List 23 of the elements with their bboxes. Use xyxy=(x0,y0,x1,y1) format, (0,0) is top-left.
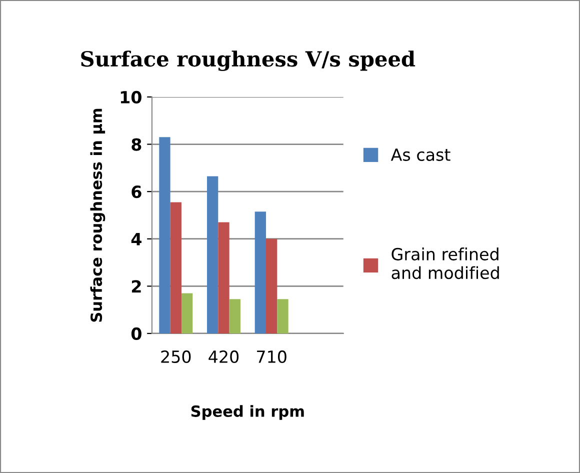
bar xyxy=(159,137,170,334)
bar xyxy=(266,238,278,334)
x-axis-title: Speed in rpm xyxy=(191,405,304,420)
bar xyxy=(170,202,182,334)
y-tick-label: 2 xyxy=(132,280,141,292)
bar xyxy=(254,212,266,334)
legend-label: As cast xyxy=(390,148,450,161)
y-tick-label: 10 xyxy=(120,90,142,104)
y-tick-label: 4 xyxy=(131,233,142,246)
x-tick-label: 250 xyxy=(161,350,191,364)
y-tick-label: 6 xyxy=(132,186,142,198)
bar xyxy=(206,176,218,334)
bar xyxy=(229,299,240,334)
chart-title: Surface roughness V/s speed xyxy=(81,50,416,72)
y-axis-title: Surface roughness in µm xyxy=(90,108,106,322)
bar xyxy=(277,299,288,334)
bar xyxy=(181,293,193,334)
y-tick-label: 0 xyxy=(131,327,142,340)
x-tick-label: 710 xyxy=(257,350,286,364)
bar xyxy=(218,222,230,334)
legend-label: Grain refined and modified xyxy=(392,248,499,280)
y-tick-label: 8 xyxy=(132,138,142,151)
x-tick-label: 420 xyxy=(208,350,239,364)
